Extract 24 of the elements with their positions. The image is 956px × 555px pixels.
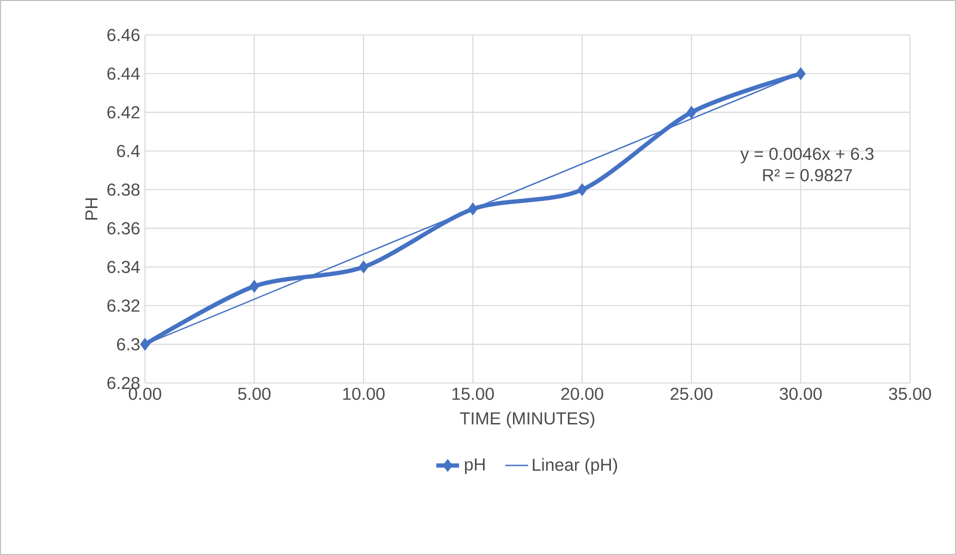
y-tick-label: 6.28 — [107, 376, 140, 390]
x-tick-label: 0.00 — [128, 388, 162, 400]
x-axis-title: TIME (MINUTES) — [460, 412, 594, 428]
y-tick-label: 6.34 — [107, 260, 140, 274]
y-tick-label: 6.38 — [107, 184, 140, 196]
annotation: R² = 0.9827 — [763, 169, 852, 182]
y-tick-label: 6.36 — [107, 222, 140, 234]
x-tick-label: 10.00 — [343, 388, 385, 400]
y-axis-title: PH — [85, 198, 98, 220]
x-tick-label: 5.00 — [238, 388, 270, 400]
x-tick-label: 30.00 — [780, 388, 822, 400]
x-tick-label: 25.00 — [670, 388, 712, 400]
legend-label: Linear (pH) — [532, 458, 618, 474]
y-tick-label: 6.42 — [107, 106, 140, 118]
legend-label: pH — [464, 458, 485, 474]
y-tick-label: 6.3 — [117, 338, 140, 350]
x-tick-label: 15.00 — [452, 388, 494, 400]
x-tick-label: 20.00 — [561, 388, 604, 400]
annotation: y = 0.0046x + 6.3 — [740, 148, 874, 164]
y-tick-label: 6.4 — [117, 144, 140, 158]
y-tick-label: 6.32 — [107, 300, 140, 312]
y-tick-label: 6.44 — [107, 68, 140, 80]
y-tick-label: 6.46 — [107, 28, 140, 42]
x-tick-label: 35.00 — [888, 388, 932, 400]
